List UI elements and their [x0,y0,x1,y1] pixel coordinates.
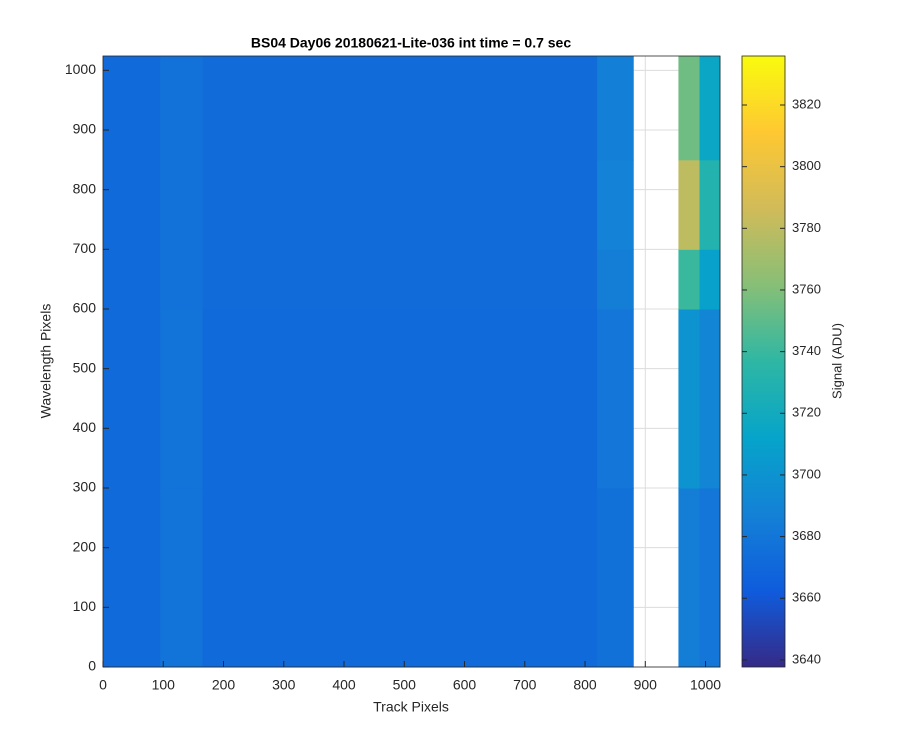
y-tick-label: 900 [73,121,97,137]
colorbar-tick-label: 3760 [792,281,821,296]
heatmap-cell [597,249,634,310]
heatmap-cell [160,308,203,489]
colorbar-tick-label: 3640 [792,651,821,666]
x-axis-label: Track Pixels [373,699,449,715]
x-tick-label: 400 [332,677,356,693]
heatmap-cell [678,487,701,668]
chart-title: BS04 Day06 20180621-Lite-036 int time = … [251,35,571,51]
heatmap-cell [678,249,701,310]
heatmap-cell [678,159,701,250]
heatmap-cell [597,159,634,250]
heatmap-cell [597,56,634,161]
heatmap-cell [202,249,598,310]
y-tick-label: 300 [73,479,97,495]
heatmap-cell [160,249,203,310]
colorbar-tick-label: 3820 [792,96,821,111]
heatmap-cell [699,249,721,310]
colorbar [741,55,786,668]
heatmap-cell [699,159,721,250]
heatmap-cell [103,56,161,161]
heatmap-cell [678,56,701,161]
heatmap-cell [160,487,203,668]
x-tick-label: 500 [393,677,417,693]
y-tick-label: 0 [88,658,96,674]
x-tick-label: 0 [99,677,107,693]
x-tick-label: 200 [212,677,236,693]
heatmap-cell [202,159,598,250]
heatmap-cell [699,308,721,489]
heatmap-cell [597,487,634,668]
y-tick-label: 500 [73,359,97,375]
x-tick-label: 900 [634,677,658,693]
y-tick-label: 100 [73,598,97,614]
x-tick-label: 800 [573,677,597,693]
y-tick-label: 700 [73,240,97,256]
heatmap-cell [103,249,161,310]
x-tick-label: 600 [453,677,477,693]
colorbar-label: Signal (ADU) [829,323,844,399]
heatmap-cell [103,159,161,250]
x-tick-label: 100 [152,677,176,693]
axes-box [102,55,721,668]
heatmap-cell [597,308,634,489]
colorbar-tick-label: 3660 [792,590,821,605]
heatmap-cell [160,56,203,161]
heatmap-cell [699,56,721,161]
colorbar-tick-label: 3740 [792,343,821,358]
heatmap-cell [202,487,598,668]
heatmap-cell [202,56,598,161]
heatmap-cell [160,159,203,250]
x-tick-label: 1000 [690,677,721,693]
heatmap-cell [103,487,161,668]
colorbar-tick-label: 3680 [792,528,821,543]
colorbar-tick-label: 3780 [792,220,821,235]
x-tick-label: 700 [513,677,537,693]
heatmap-cell [202,308,598,489]
heatmap-cell [103,308,161,489]
y-axis-label: Wavelength Pixels [38,304,54,419]
colorbar-tick-label: 3720 [792,405,821,420]
heatmap-cell [678,308,701,489]
heatmap-cell [699,487,721,668]
y-tick-label: 1000 [65,61,96,77]
colorbar-tick-label: 3800 [792,158,821,173]
y-tick-label: 400 [73,419,97,435]
y-tick-label: 200 [73,538,97,554]
y-tick-label: 600 [73,300,97,316]
colorbar-tick-label: 3700 [792,466,821,481]
y-tick-label: 800 [73,180,97,196]
x-tick-label: 300 [272,677,296,693]
